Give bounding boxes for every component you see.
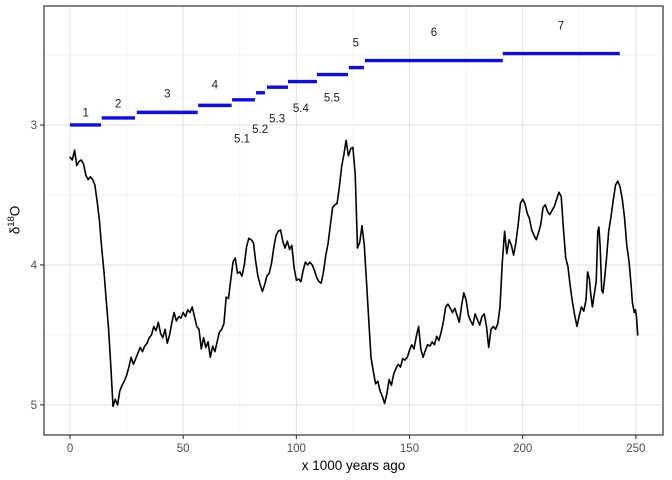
y-tick-label-3: 3 [31, 120, 37, 132]
y-tick-label-5: 5 [31, 400, 37, 412]
stage-label-4: 4 [212, 79, 219, 91]
stage-label-5.1: 5.1 [234, 133, 250, 145]
y-axis-title: δ18O [6, 206, 23, 235]
x-tick-label-200: 200 [513, 443, 532, 455]
stage-label-5.3: 5.3 [269, 114, 285, 126]
x-tick-label-0: 0 [67, 443, 73, 455]
isotope-curve [69, 139, 639, 408]
x-tick-label-250: 250 [626, 443, 645, 455]
stage-label-5.4: 5.4 [293, 103, 310, 115]
stage-label-6: 6 [431, 27, 437, 39]
x-axis-title: x 1000 years ago [301, 458, 406, 473]
plot-panel [44, 6, 663, 435]
stage-label-3: 3 [164, 88, 170, 100]
stage-label-5: 5 [353, 37, 359, 49]
y-axis-title-delta: δ [7, 226, 23, 235]
stage-label-5.5: 5.5 [324, 93, 340, 105]
panel-border [43, 5, 664, 436]
x-tick-label-100: 100 [287, 443, 306, 455]
y-tick-label-4: 4 [31, 260, 38, 272]
y-axis-title-superscript: 18 [5, 216, 17, 227]
y-axis-title-element: O [7, 205, 23, 217]
stage-label-5.2: 5.2 [252, 124, 268, 136]
x-tick-label-150: 150 [400, 443, 419, 455]
x-tick-label-50: 50 [177, 443, 190, 455]
stage-label-2: 2 [115, 98, 121, 110]
stage-label-7: 7 [558, 21, 564, 33]
stage-label-1: 1 [82, 107, 88, 119]
